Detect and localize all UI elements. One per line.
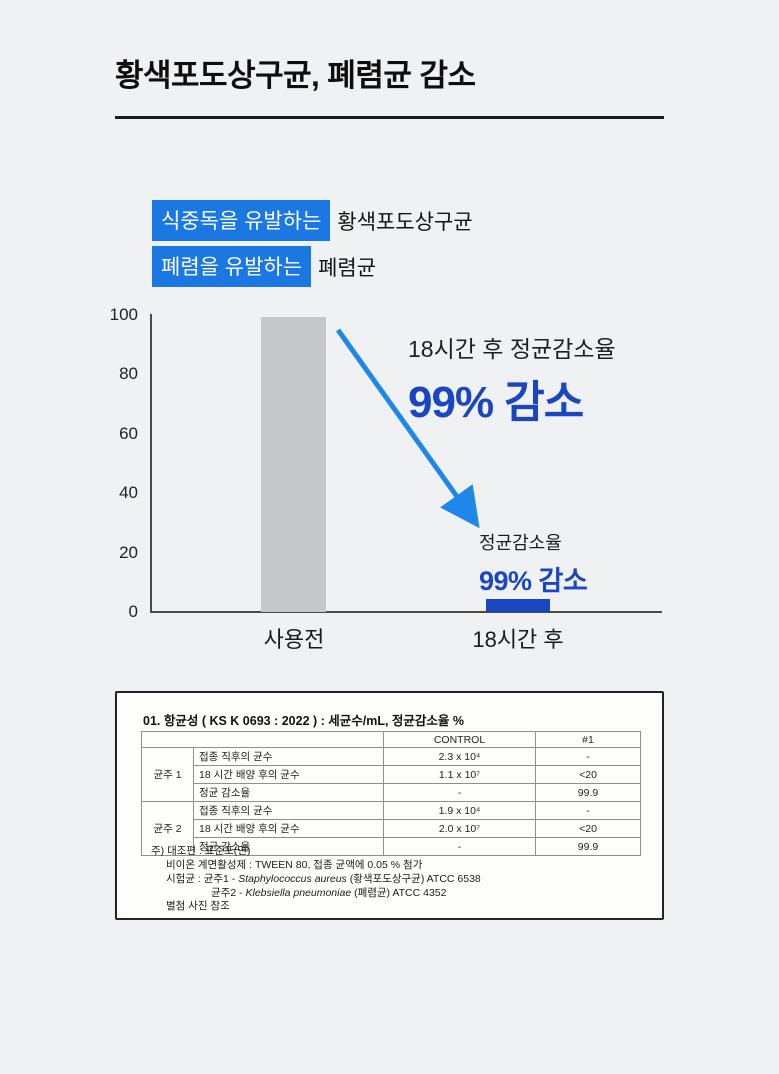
row-desc: 18 시간 배양 후의 균수	[193, 819, 384, 838]
note-text: 시험균 : 균주1 -	[166, 872, 239, 885]
note-line: 균주2 - Klebsiella pneumoniae (폐렴균) ATCC 4…	[151, 887, 481, 901]
cell-sample: 99.9	[535, 837, 641, 856]
table-row: 18 시간 배양 후의 균수 1.1 x 10⁷ <20	[142, 765, 641, 784]
note-text: 균주2 -	[211, 886, 246, 899]
reduction-annotation-small: 정균감소율 99% 감소	[479, 529, 588, 598]
y-tick-100: 100	[109, 305, 138, 324]
y-tick-40: 40	[119, 483, 138, 502]
group-label-strain2: 균주 2	[141, 801, 194, 856]
y-tick-60: 60	[119, 424, 138, 443]
x-label-after: 18시간 후	[472, 627, 564, 652]
annotation-value: 99% 감소	[408, 378, 584, 427]
report-notes: 주) 대조편 : 표준포(면) 비이온 계면활성제 : TWEEN 80, 접종…	[151, 845, 481, 914]
cell-sample: <20	[535, 819, 641, 838]
row-desc: 접종 직후의 균수	[193, 747, 384, 766]
cell-control: -	[383, 783, 536, 802]
reduction-annotation-main: 18시간 후 정균감소율 99% 감소	[408, 330, 616, 430]
row-desc: 정균 감소율	[193, 783, 384, 802]
test-report-card: 01. 항균성 ( KS K 0693 : 2022 ) : 세균수/mL, 정…	[115, 691, 664, 920]
cell-control: 2.0 x 10⁷	[383, 819, 536, 838]
report-heading: 01. 항균성 ( KS K 0693 : 2022 ) : 세균수/mL, 정…	[143, 714, 465, 728]
note-line: 시험균 : 균주1 - Staphylococcus aureus (황색포도상…	[151, 873, 481, 887]
species-name: Staphylococcus aureus	[238, 872, 347, 885]
callout-badge: 식중독을 유발하는	[152, 200, 331, 241]
title-divider	[115, 116, 664, 119]
cell-sample: -	[535, 747, 641, 766]
cell-sample: <20	[535, 765, 641, 784]
row-desc: 18 시간 배양 후의 균수	[193, 765, 384, 784]
bar-before-use	[261, 317, 326, 612]
y-tick-80: 80	[119, 364, 138, 383]
annotation-caption: 18시간 후 정균감소율	[408, 336, 616, 362]
cell-sample: 99.9	[535, 783, 641, 802]
callout-badge: 폐렴을 유발하는	[152, 246, 312, 287]
cell-control: 1.1 x 10⁷	[383, 765, 536, 784]
column-header-sample: #1	[535, 731, 641, 748]
annotation-value: 99% 감소	[479, 566, 588, 596]
species-name: Klebsiella pneumoniae	[245, 886, 352, 899]
test-result-table: CONTROL #1 균주 1 접종 직후의 균수 2.3 x 10⁴ - 18…	[141, 731, 641, 856]
note-line: 별첨 사진 참조	[166, 900, 230, 913]
note-line: 비이온 계면활성제 : TWEEN 80, 접종 균액에 0.05 % 첨가	[166, 858, 423, 871]
note-line: 주) 대조편 : 표준포(면)	[151, 845, 251, 857]
cell-control: 2.3 x 10⁴	[383, 747, 536, 766]
cell-sample: -	[535, 801, 641, 820]
y-tick-20: 20	[119, 543, 138, 562]
row-desc: 정균 감소율	[193, 837, 384, 856]
x-axis-line	[150, 611, 662, 613]
callout-text: 폐렴균	[318, 256, 377, 280]
table-row: 18 시간 배양 후의 균수 2.0 x 10⁷ <20	[142, 819, 641, 838]
table-row: 정균 감소율 - 99.9	[142, 783, 641, 802]
note-text: (황색포도상구균) ATCC 6538	[346, 872, 481, 885]
table-corner-cell	[141, 731, 384, 748]
y-tick-0: 0	[128, 602, 138, 621]
callout-staph: 식중독을 유발하는 황색포도상구균	[152, 200, 473, 241]
table-row: 균주 2 접종 직후의 균수 1.9 x 10⁴ -	[141, 801, 641, 856]
cell-control: -	[383, 837, 536, 856]
table-header-row: CONTROL #1	[141, 731, 641, 748]
annotation-caption: 정균감소율	[479, 533, 562, 553]
cell-control: 1.9 x 10⁴	[383, 801, 536, 820]
page-title: 황색포도상구균, 폐렴균 감소	[115, 58, 476, 93]
table-row: 균주 1 접종 직후의 균수 2.3 x 10⁴ -	[141, 747, 641, 802]
bar-after-18h	[486, 599, 550, 612]
y-axis-line	[150, 314, 152, 613]
group-label-strain1: 균주 1	[141, 747, 194, 802]
row-desc: 접종 직후의 균수	[193, 801, 384, 820]
callout-pneumonia: 폐렴을 유발하는 폐렴균	[152, 246, 376, 287]
x-label-before: 사용전	[263, 627, 325, 652]
note-text: (폐렴균) ATCC 4352	[351, 886, 447, 899]
table-row: 정균 감소율 - 99.9	[142, 837, 641, 856]
column-header-control: CONTROL	[383, 731, 536, 748]
callout-text: 황색포도상구균	[337, 210, 473, 234]
